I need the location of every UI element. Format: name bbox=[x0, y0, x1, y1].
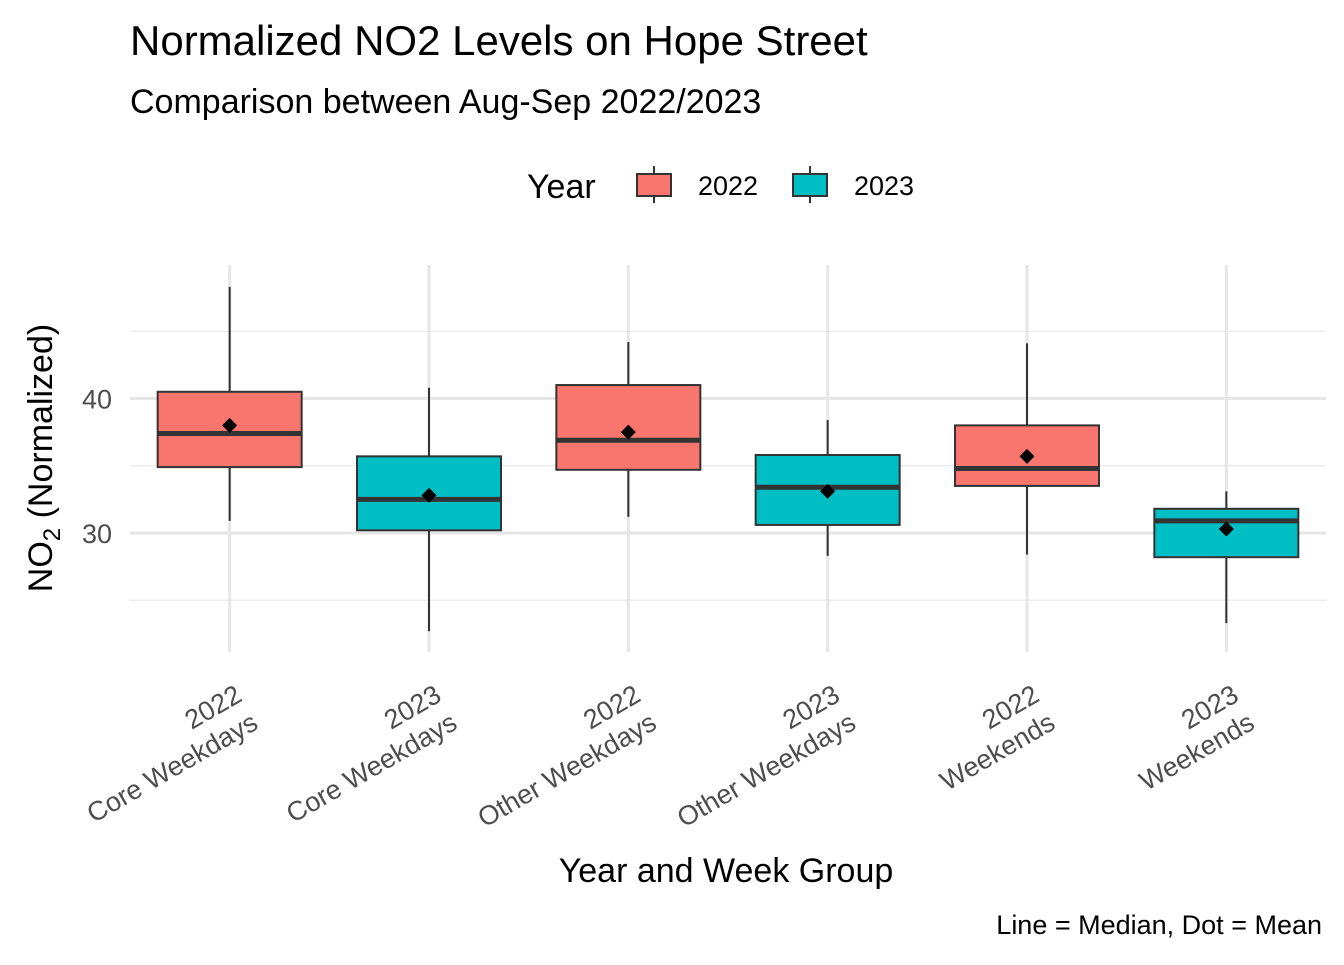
y-axis-title-suffix: (Normalized) bbox=[22, 324, 60, 528]
legend: Year 2022 2023 bbox=[527, 166, 914, 206]
mean-marker bbox=[1019, 448, 1035, 464]
legend-entries: 2022 2023 bbox=[636, 166, 914, 203]
legend-entry-2023: 2023 bbox=[792, 166, 914, 203]
chart-title: Normalized NO2 Levels on Hope Street bbox=[130, 17, 868, 64]
y-axis-title: NO2 (Normalized) bbox=[22, 324, 66, 592]
x-tick-label-group: Other Weekdays bbox=[672, 707, 861, 833]
y-tick-labels: 30 40 bbox=[82, 385, 112, 550]
mean-marker bbox=[222, 417, 238, 433]
y-axis-title-main: NO bbox=[22, 541, 60, 592]
mean-marker bbox=[1218, 521, 1234, 537]
x-axis-title: Year and Week Group bbox=[559, 852, 894, 890]
x-tick-label-group: Other Weekdays bbox=[473, 707, 662, 833]
mean-marker bbox=[820, 483, 836, 499]
legend-key-box bbox=[792, 173, 828, 197]
y-axis-title-subscript: 2 bbox=[39, 528, 66, 541]
box-2022-weekends bbox=[954, 343, 1100, 555]
chart-subtitle: Comparison between Aug-Sep 2022/2023 bbox=[130, 83, 761, 121]
y-tick-label: 30 bbox=[82, 519, 112, 549]
x-tick-label-group: Core Weekdays bbox=[281, 707, 462, 829]
legend-key-box bbox=[636, 173, 672, 197]
legend-title: Year bbox=[527, 168, 596, 206]
legend-entry-2022: 2022 bbox=[636, 166, 758, 203]
box-2022-other-weekdays bbox=[555, 342, 702, 517]
x-tick-label-group: Core Weekdays bbox=[82, 707, 263, 829]
legend-entry-label: 2023 bbox=[854, 171, 914, 201]
box-2023-weekends bbox=[1153, 491, 1300, 624]
box-2023-core-weekdays bbox=[356, 387, 502, 632]
plot-grid bbox=[130, 265, 1326, 652]
chart-caption: Line = Median, Dot = Mean bbox=[996, 910, 1322, 940]
box-2023-other-weekdays bbox=[754, 420, 901, 556]
box-2022-core-weekdays bbox=[156, 286, 303, 521]
legend-entry-label: 2022 bbox=[698, 171, 758, 201]
mean-marker bbox=[620, 424, 636, 440]
plot-boxes bbox=[156, 286, 1300, 632]
y-tick-label: 40 bbox=[82, 385, 112, 415]
mean-marker bbox=[421, 487, 437, 503]
